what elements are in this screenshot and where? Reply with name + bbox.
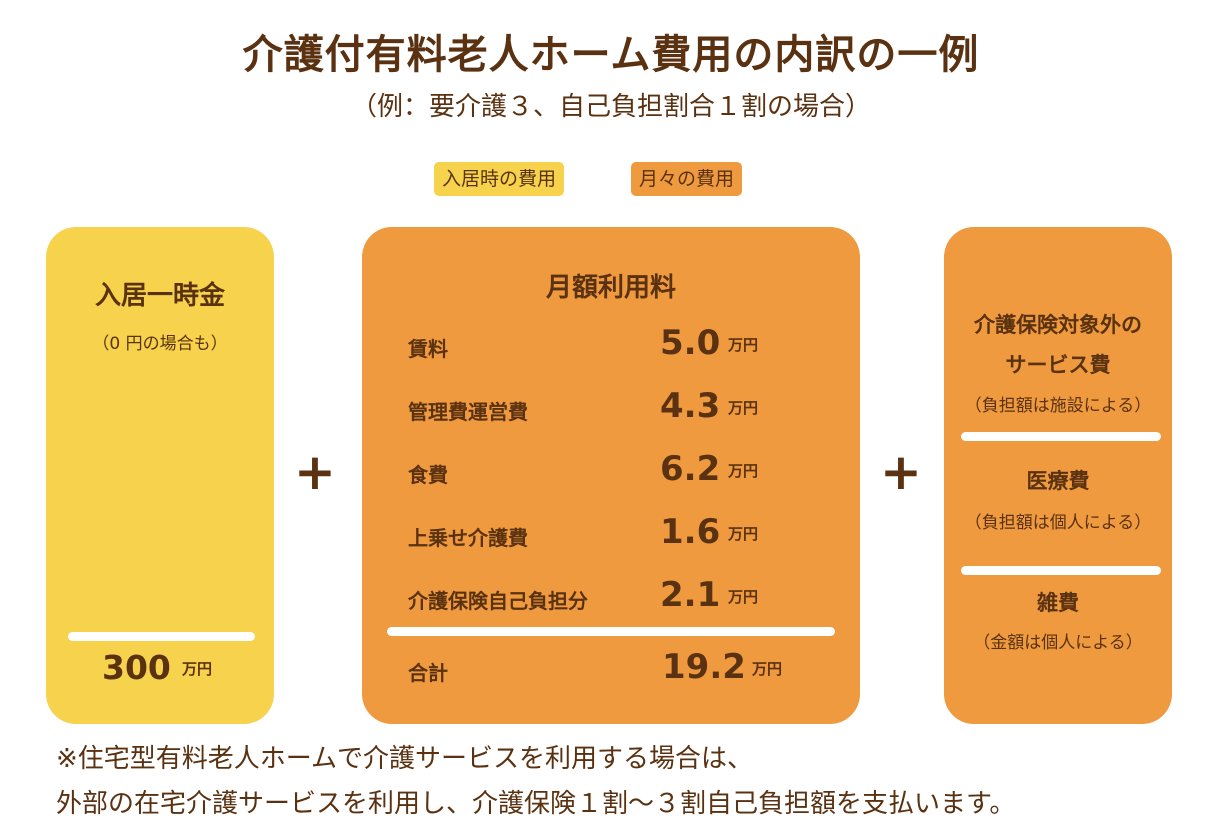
monthly-fee-value: 2.1 — [660, 575, 721, 615]
legend-monthly-cost: 月々の費用 — [631, 162, 743, 196]
monthly-fee-label: 上乗せ介護費 — [408, 526, 528, 550]
entry-fee-note: （0 円の場合も） — [92, 334, 228, 354]
misc-fee-note: （金額は個人による） — [973, 633, 1143, 653]
other-fees-divider — [961, 566, 1161, 575]
monthly-fee-row: 賃料 5.0 万円 — [362, 323, 860, 367]
other-fees-divider — [961, 432, 1161, 441]
monthly-fee-heading: 月額利用料 — [545, 273, 676, 303]
monthly-fee-unit: 万円 — [728, 462, 759, 480]
monthly-fee-value: 5.0 — [660, 323, 721, 363]
legend-initial-cost: 入居時の費用 — [434, 162, 565, 196]
monthly-fee-total-value: 19.2 — [662, 647, 746, 687]
non-insured-service-title: サービス費 — [1005, 353, 1111, 377]
medical-fee-title: 医療費 — [1026, 469, 1090, 493]
entry-fee-heading: 入居一時金 — [94, 281, 225, 311]
page-subtitle: （例：要介護３、自己負担割合１割の場合） — [350, 92, 871, 122]
page-title: 介護付有料老人ホーム費用の内訳の一例 — [242, 32, 980, 78]
entry-fee-divider — [68, 632, 255, 641]
monthly-fee-total-label: 合計 — [408, 661, 448, 685]
monthly-fee-label: 賃料 — [408, 337, 448, 361]
monthly-fee-label: 食費 — [408, 463, 448, 487]
other-fees-panel: 介護保険対象外の サービス費 （負担額は施設による） 医療費 （負担額は個人によ… — [944, 227, 1172, 724]
monthly-fee-unit: 万円 — [728, 525, 759, 543]
monthly-fee-row: 食費 6.2 万円 — [362, 449, 860, 493]
plus-sign: + — [294, 443, 336, 501]
misc-fee-title: 雑費 — [1037, 591, 1079, 615]
entry-fee-amount: 300 — [102, 648, 171, 687]
monthly-fee-row: 介護保険自己負担分 2.1 万円 — [362, 575, 860, 619]
monthly-fee-total-row: 合計 19.2 万円 — [362, 647, 860, 691]
monthly-fee-total-unit: 万円 — [752, 660, 783, 678]
monthly-fee-unit: 万円 — [728, 399, 759, 417]
monthly-fee-value: 6.2 — [660, 449, 721, 489]
monthly-fee-panel: 月額利用料 賃料 5.0 万円 管理費運営費 4.3 万円 食費 6.2 万円 … — [362, 227, 860, 724]
monthly-fee-row: 管理費運営費 4.3 万円 — [362, 386, 860, 430]
monthly-fee-unit: 万円 — [728, 336, 759, 354]
monthly-fee-label: 介護保険自己負担分 — [408, 589, 588, 613]
monthly-fee-value: 4.3 — [660, 386, 721, 426]
non-insured-service-note: （負担額は施設による） — [964, 396, 1152, 416]
entry-fee-unit: 万円 — [182, 660, 213, 678]
monthly-fee-row: 上乗せ介護費 1.6 万円 — [362, 512, 860, 556]
monthly-fee-label: 管理費運営費 — [408, 400, 528, 424]
monthly-fee-unit: 万円 — [728, 588, 759, 606]
footnote-line: 外部の在宅介護サービスを利用し、介護保険１割～３割自己負担額を支払います。 — [56, 789, 1016, 819]
monthly-fee-divider — [387, 627, 835, 636]
footnote-line: ※住宅型有料老人ホームで介護サービスを利用する場合は、 — [56, 744, 754, 774]
medical-fee-note: （負担額は個人による） — [964, 513, 1152, 533]
monthly-fee-value: 1.6 — [660, 512, 721, 552]
non-insured-service-title: 介護保険対象外の — [974, 313, 1142, 337]
entry-fee-panel: 入居一時金 （0 円の場合も） 300 万円 — [46, 227, 274, 724]
plus-sign: + — [880, 443, 922, 501]
